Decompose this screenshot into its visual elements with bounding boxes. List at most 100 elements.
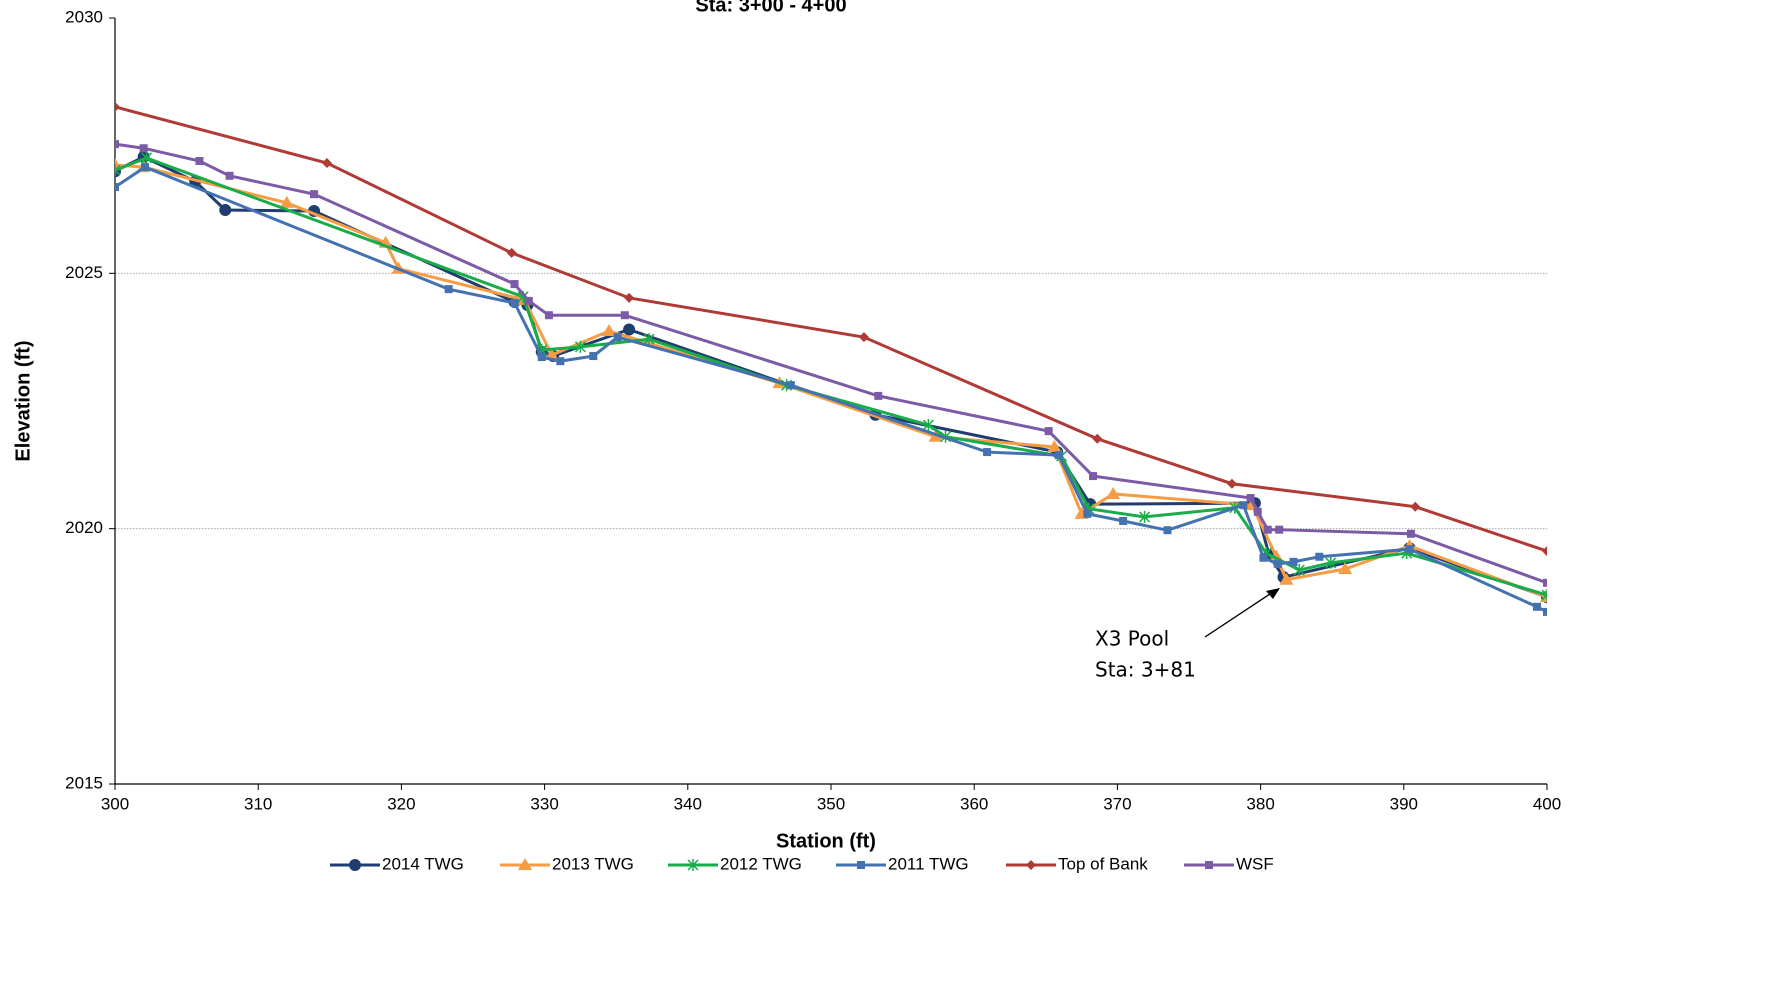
marker (115, 101, 120, 112)
marker (574, 340, 586, 353)
marker (1325, 556, 1337, 569)
marker (1543, 607, 1547, 616)
legend-label: 2012 TWG (720, 854, 802, 873)
legend-label: 2011 TWG (888, 854, 969, 873)
marker (510, 280, 519, 289)
marker (225, 171, 234, 180)
marker (1083, 509, 1092, 518)
marker (544, 311, 553, 320)
legend-label: 2013 TWG (552, 854, 634, 873)
marker (141, 163, 150, 172)
marker (1541, 589, 1547, 602)
x-tick-label: 390 (1390, 794, 1418, 813)
series-line (115, 156, 1547, 597)
legend-marker (1026, 860, 1036, 870)
x-tick-label: 340 (674, 794, 702, 813)
annotation: X3 Pool (1095, 627, 1169, 651)
x-tick-label: 360 (960, 794, 988, 813)
marker (115, 140, 119, 149)
marker (1289, 557, 1298, 566)
marker (510, 298, 519, 307)
marker (1543, 578, 1547, 587)
annotation-arrowhead (1266, 588, 1280, 599)
marker (115, 164, 121, 177)
axis-frame (114, 18, 1547, 785)
marker (1226, 478, 1237, 489)
marker (506, 247, 517, 258)
marker (537, 353, 546, 362)
marker (1259, 553, 1268, 562)
x-tick-label: 330 (530, 794, 558, 813)
marker (1406, 529, 1415, 538)
x-tick-label: 370 (1103, 794, 1131, 813)
x-tick-label: 300 (101, 794, 129, 813)
x-tick-label: 320 (387, 794, 415, 813)
marker (444, 285, 453, 294)
marker (1246, 494, 1255, 503)
marker (1410, 501, 1421, 512)
marker (623, 323, 636, 336)
x-tick-label: 350 (817, 794, 845, 813)
annotation-arrow (1204, 589, 1277, 638)
marker (1315, 552, 1324, 561)
marker (983, 448, 992, 457)
legend-marker (349, 859, 361, 871)
marker (1405, 545, 1414, 554)
marker (874, 391, 883, 400)
marker (1092, 433, 1103, 444)
y-axis-label: Elevation (ft) (12, 340, 34, 461)
legend-label: 2014 TWG (382, 854, 464, 873)
legend-marker (1205, 861, 1213, 869)
legend-label: Top of Bank (1058, 854, 1148, 873)
y-tick-label: 2030 (65, 7, 103, 26)
marker (195, 156, 204, 165)
marker (1279, 572, 1294, 585)
marker (219, 204, 232, 217)
marker (922, 419, 934, 432)
marker (589, 352, 598, 361)
legend-label: WSF (1236, 854, 1274, 873)
marker (643, 333, 655, 346)
legend-marker (857, 861, 865, 869)
series-line (115, 165, 1547, 614)
marker (1047, 439, 1062, 452)
marker (1089, 472, 1098, 481)
legend-marker (518, 858, 532, 870)
marker (858, 332, 869, 343)
annotation: Sta: 3+81 (1095, 658, 1196, 682)
marker (1263, 525, 1272, 534)
marker (524, 296, 533, 305)
marker (115, 183, 119, 192)
marker (1054, 451, 1063, 460)
marker (786, 381, 795, 390)
marker (1253, 507, 1262, 516)
marker (1273, 559, 1282, 568)
plot-area (115, 101, 1547, 616)
marker (1139, 510, 1151, 523)
legend-marker (687, 859, 699, 871)
marker (624, 292, 635, 303)
marker (1044, 427, 1053, 436)
marker (1293, 564, 1305, 577)
marker (1119, 517, 1128, 526)
marker (1106, 486, 1121, 499)
x-tick-label: 400 (1533, 794, 1561, 813)
x-tick-label: 310 (244, 794, 272, 813)
marker (279, 195, 294, 208)
marker (1532, 602, 1541, 611)
marker (139, 144, 148, 153)
y-tick-label: 2025 (65, 263, 103, 282)
y-tick-label: 2020 (65, 518, 103, 537)
y-tick-label: 2015 (65, 773, 103, 792)
marker (1542, 546, 1547, 557)
marker (602, 324, 617, 337)
marker (556, 357, 565, 366)
marker (1338, 562, 1353, 575)
x-axis-label: Station (ft) (776, 830, 876, 852)
marker (620, 311, 629, 320)
chart-title: Sta: 3+00 - 4+00 (695, 0, 846, 16)
marker (613, 333, 622, 342)
